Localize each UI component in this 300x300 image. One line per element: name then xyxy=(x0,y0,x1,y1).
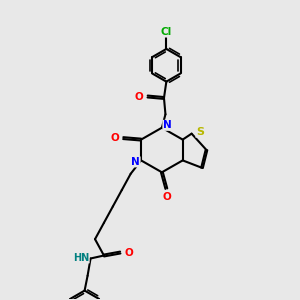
Text: O: O xyxy=(135,92,144,101)
Text: N: N xyxy=(163,120,172,130)
Text: O: O xyxy=(111,133,119,143)
Text: HN: HN xyxy=(73,253,89,263)
Text: O: O xyxy=(163,192,171,202)
Text: Cl: Cl xyxy=(161,27,172,37)
Text: O: O xyxy=(124,248,133,257)
Text: N: N xyxy=(131,157,140,167)
Text: S: S xyxy=(196,127,204,137)
